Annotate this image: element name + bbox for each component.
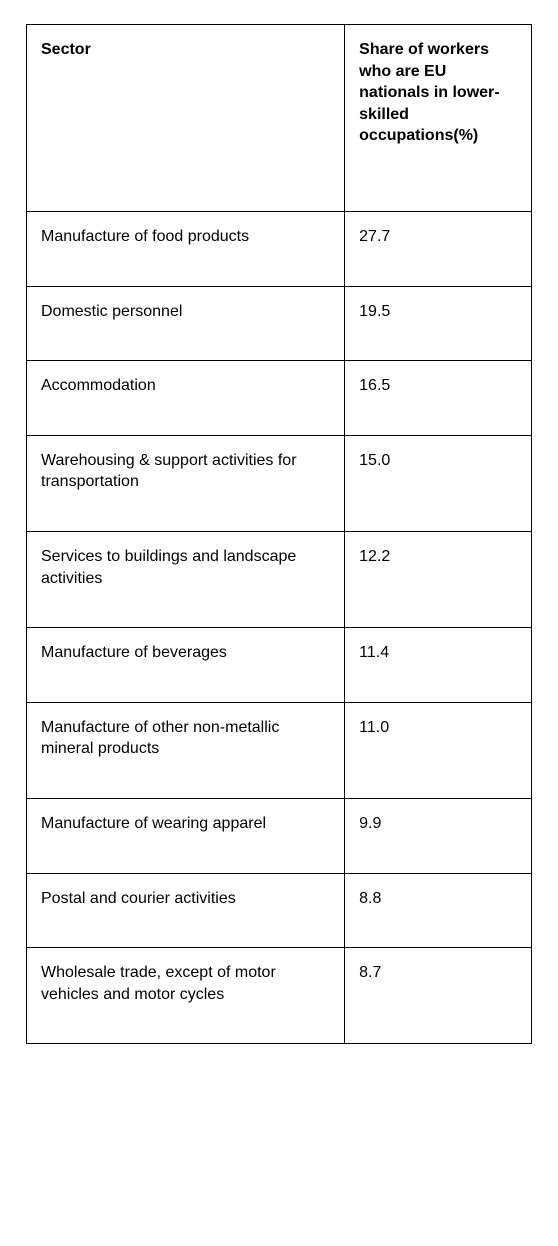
table-row: Postal and courier activities 8.8 (27, 873, 532, 948)
cell-share: 12.2 (345, 531, 532, 627)
col-header-sector: Sector (27, 25, 345, 212)
table-row: Domestic personnel 19.5 (27, 286, 532, 361)
col-header-share: Share of workers who are EU nationals in… (345, 25, 532, 212)
table-row: Manufacture of wearing apparel 9.9 (27, 798, 532, 873)
table-row: Accommodation 16.5 (27, 361, 532, 436)
cell-sector: Postal and courier activities (27, 873, 345, 948)
table-row: Wholesale trade, except of motor vehicle… (27, 948, 532, 1044)
cell-sector: Manufacture of other non-metallic minera… (27, 702, 345, 798)
table-row: Warehousing & support activities for tra… (27, 435, 532, 531)
cell-share: 11.0 (345, 702, 532, 798)
cell-share: 15.0 (345, 435, 532, 531)
table-header-row: Sector Share of workers who are EU natio… (27, 25, 532, 212)
cell-sector: Warehousing & support activities for tra… (27, 435, 345, 531)
cell-share: 8.8 (345, 873, 532, 948)
table-row: Services to buildings and landscape acti… (27, 531, 532, 627)
cell-sector: Manufacture of beverages (27, 628, 345, 703)
cell-share: 16.5 (345, 361, 532, 436)
cell-sector: Domestic personnel (27, 286, 345, 361)
cell-share: 19.5 (345, 286, 532, 361)
cell-share: 27.7 (345, 211, 532, 286)
table-row: Manufacture of beverages 11.4 (27, 628, 532, 703)
cell-sector: Accommodation (27, 361, 345, 436)
cell-share: 8.7 (345, 948, 532, 1044)
cell-sector: Manufacture of food products (27, 211, 345, 286)
cell-sector: Manufacture of wearing apparel (27, 798, 345, 873)
cell-share: 11.4 (345, 628, 532, 703)
table-row: Manufacture of food products 27.7 (27, 211, 532, 286)
eu-share-table: Sector Share of workers who are EU natio… (26, 24, 532, 1044)
cell-sector: Wholesale trade, except of motor vehicle… (27, 948, 345, 1044)
cell-sector: Services to buildings and landscape acti… (27, 531, 345, 627)
table-row: Manufacture of other non-metallic minera… (27, 702, 532, 798)
cell-share: 9.9 (345, 798, 532, 873)
